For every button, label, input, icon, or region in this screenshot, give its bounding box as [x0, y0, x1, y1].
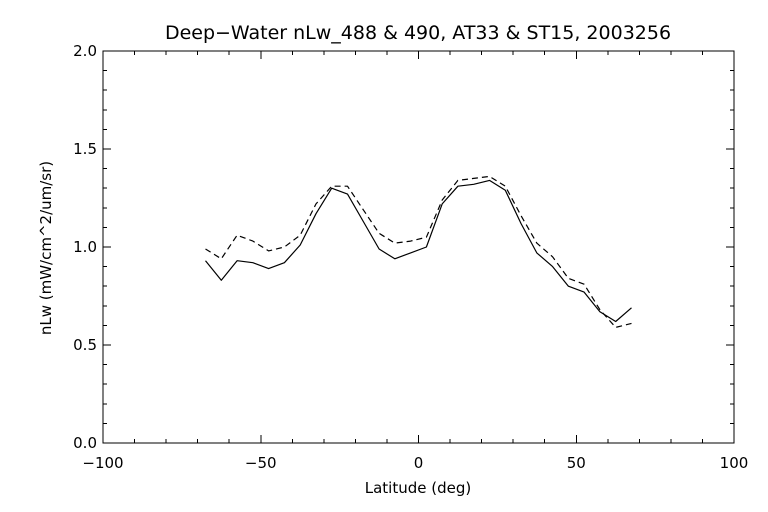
y-tick-label: 2.0	[73, 42, 97, 60]
series-line-dashed	[205, 175, 632, 328]
y-tick-label: 1.5	[73, 140, 97, 158]
chart-title: Deep−Water nLw_488 & 490, AT33 & ST15, 2…	[165, 22, 671, 44]
x-tick-label: −100	[82, 454, 123, 472]
y-tick-label: 0.5	[73, 336, 97, 354]
x-axis-label: Latitude (deg)	[365, 479, 471, 497]
series-line-solid	[205, 179, 632, 323]
y-axis-label: nLw (mW/cm^2/um/sr)	[37, 161, 55, 335]
y-tick-label: 0.0	[73, 434, 97, 452]
x-tick-label: 50	[567, 454, 586, 472]
plot-frame	[102, 50, 735, 444]
y-tick-label: 1.0	[73, 238, 97, 256]
x-tick-label: 100	[720, 454, 749, 472]
axes: −100 −50 0 50 100 0.0 0.5 1.0 1.5 2.0	[73, 42, 748, 472]
x-tick-label: −50	[245, 454, 277, 472]
x-tick-label: 0	[414, 454, 424, 472]
plot-area	[205, 175, 632, 328]
